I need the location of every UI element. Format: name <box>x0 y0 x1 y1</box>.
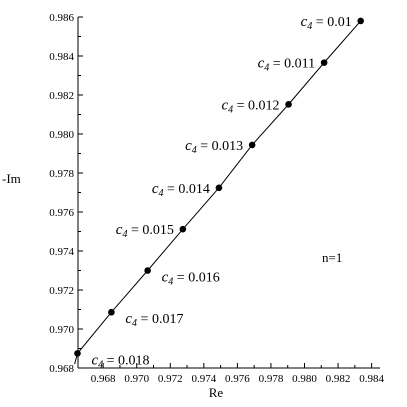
y-tick-label: 0.986 <box>49 12 74 24</box>
y-axis-label: -Im <box>2 171 21 186</box>
data-point <box>144 267 151 274</box>
x-axis-label: Re <box>209 385 224 400</box>
x-tick-label: 0.982 <box>326 373 351 385</box>
y-tick-label: 0.970 <box>49 324 74 336</box>
y-tick-label: 0.968 <box>49 363 74 375</box>
y-tick-label: 0.980 <box>49 129 74 141</box>
y-tick-label: 0.974 <box>49 246 74 258</box>
data-point <box>285 101 292 108</box>
point-label: c4 = 0.016 <box>162 270 220 288</box>
y-tick-label: 0.978 <box>49 168 74 180</box>
y-tick-label: 0.982 <box>49 90 74 102</box>
data-point <box>248 141 256 149</box>
data-point <box>357 17 365 25</box>
y-tick-label: 0.972 <box>49 285 74 297</box>
y-tick-label: 0.984 <box>49 51 74 63</box>
point-labels: c4 = 0.01 c4 = 0.011 c4 = 0.012 c4 = 0.013 c… <box>91 14 351 370</box>
point-label: c4 = 0.014 <box>152 181 210 199</box>
x-tick-label: 0.974 <box>191 373 216 385</box>
x-tick-label: 0.968 <box>91 373 116 385</box>
x-tick-label: 0.980 <box>292 373 317 385</box>
x-tick-label: 0.984 <box>359 373 384 385</box>
point-label: c4 = 0.017 <box>125 311 183 329</box>
data-point <box>179 225 187 233</box>
point-label: c4 = 0.012 <box>221 97 279 115</box>
point-label: c4 = 0.01 <box>301 14 352 32</box>
x-tick-label: 0.978 <box>259 373 284 385</box>
x-tick-label: 0.976 <box>225 373 250 385</box>
data-point <box>320 59 328 66</box>
x-tick-label: 0.972 <box>158 373 183 385</box>
y-tick-label: 0.976 <box>49 207 74 219</box>
data-point <box>108 308 115 316</box>
n-annotation: n=1 <box>322 250 342 265</box>
axes: 0.968 0.970 0.972 0.974 0.976 0.978 0.980 0.982… <box>49 12 384 385</box>
series-line <box>74 20 362 365</box>
point-label: c4 = 0.018 <box>91 352 149 370</box>
data-point <box>74 350 81 357</box>
x-tick-label: 0.970 <box>124 373 149 385</box>
point-label: c4 = 0.011 <box>258 56 316 74</box>
point-label: c4 = 0.015 <box>116 222 174 240</box>
point-label: c4 = 0.013 <box>185 138 243 156</box>
chart-marks <box>74 17 365 365</box>
data-point <box>215 184 223 192</box>
